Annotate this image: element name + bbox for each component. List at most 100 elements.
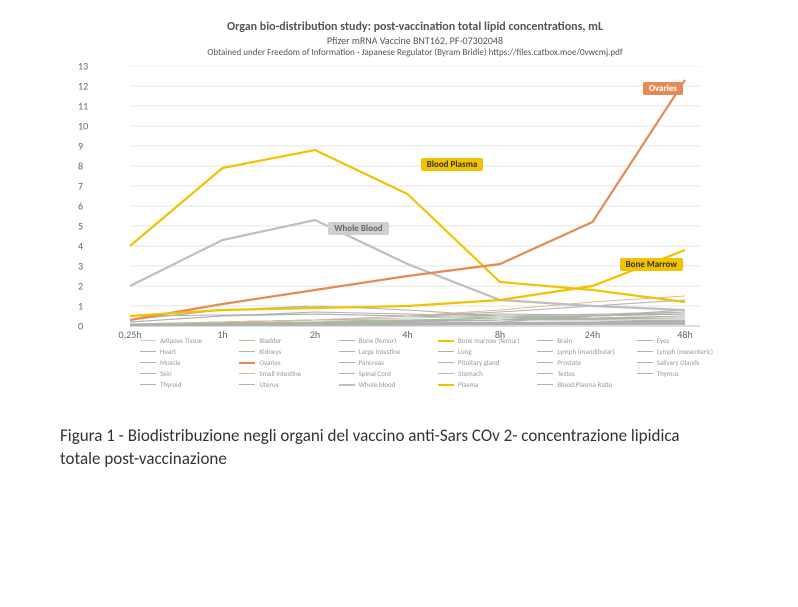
y-tick-label: 1 (78, 300, 83, 313)
x-tick-label: 48h (677, 328, 692, 341)
legend-item: Blood:Plasma Ratio (537, 380, 630, 389)
legend-swatch (140, 351, 156, 352)
legend-swatch (438, 373, 454, 374)
legend-item: Stomach (438, 369, 531, 378)
legend-swatch (239, 384, 255, 385)
legend-swatch (339, 384, 355, 386)
legend-label: Plasma (458, 380, 478, 389)
legend-item: Salivary Glands (637, 358, 730, 367)
legend-label: Lymph (mandibular) (557, 347, 614, 356)
legend-swatch (438, 340, 454, 342)
legend-item: Bone (femur) (339, 336, 432, 345)
y-tick-label: 12 (78, 80, 88, 93)
legend-label: Small Intestine (259, 369, 301, 378)
chart-title: Organ bio-distribution study: post-vacci… (100, 20, 730, 34)
y-tick-label: 0 (78, 320, 83, 333)
legend-label: Lymph (mesenteric) (657, 347, 713, 356)
legend-label: Prostate (557, 358, 581, 367)
legend: Adipose Tissue Bladder Bone (femur) Bone ma… (140, 336, 730, 389)
x-tick-label: 4h (402, 328, 412, 341)
y-tick-label: 2 (78, 280, 83, 293)
chart-source: Obtained under Freedom of Information - … (100, 47, 730, 58)
series-callout: Blood Plasma (421, 158, 484, 171)
legend-item: Skin (140, 369, 233, 378)
legend-label: Whole blood (359, 380, 396, 389)
legend-label: Lung (458, 347, 472, 356)
series-callout: Ovaries (643, 82, 683, 95)
series-callout: Bone Marrow (620, 258, 683, 271)
legend-swatch (637, 362, 653, 363)
legend-label: Heart (160, 347, 176, 356)
figure-caption: Figura 1 - Biodistribuzione negli organi… (60, 425, 700, 471)
legend-swatch (339, 373, 355, 374)
plot-area: 0123456789101112130.25h1h2h4h8h24h48hBlo… (100, 66, 710, 326)
chart-titles: Organ bio-distribution study: post-vacci… (100, 20, 730, 58)
legend-item: Lymph (mesenteric) (637, 347, 730, 356)
legend-label: Bone marrow (femur) (458, 336, 520, 345)
legend-swatch (438, 362, 454, 363)
y-tick-label: 11 (78, 100, 88, 113)
series-callout: Whole Blood (328, 222, 388, 235)
legend-item: Lung (438, 347, 531, 356)
legend-label: Muscle (160, 358, 180, 367)
legend-swatch (537, 384, 553, 385)
legend-swatch (537, 351, 553, 352)
legend-item: Lymph (mandibular) (537, 347, 630, 356)
legend-swatch (537, 373, 553, 374)
legend-label: Large Intestine (359, 347, 401, 356)
legend-swatch (637, 340, 653, 341)
legend-item: Ovaries (239, 358, 332, 367)
legend-item: Plasma (438, 380, 531, 389)
y-tick-label: 9 (78, 140, 83, 153)
legend-item: Muscle (140, 358, 233, 367)
legend-swatch (239, 340, 255, 341)
legend-item: Pituitary gland (438, 358, 531, 367)
legend-swatch (438, 351, 454, 352)
x-tick-label: 8h (495, 328, 505, 341)
legend-label: Pituitary gland (458, 358, 499, 367)
legend-swatch (537, 362, 553, 363)
legend-swatch (637, 373, 653, 374)
legend-item: Pancreas (339, 358, 432, 367)
legend-swatch (140, 362, 156, 363)
legend-swatch (140, 373, 156, 374)
x-tick-label: 24h (585, 328, 600, 341)
chart-svg (100, 66, 710, 328)
legend-item: Thyroid (140, 380, 233, 389)
legend-item: Prostate (537, 358, 630, 367)
y-tick-label: 6 (78, 200, 83, 213)
legend-swatch (140, 384, 156, 385)
legend-label: Brain (557, 336, 572, 345)
legend-item: Spinal Cord (339, 369, 432, 378)
legend-label: Bone (femur) (359, 336, 397, 345)
legend-item: Large Intestine (339, 347, 432, 356)
legend-item: Whole blood (339, 380, 432, 389)
legend-label: Salivary Glands (657, 358, 700, 367)
legend-swatch (537, 340, 553, 341)
chart-container: Organ bio-distribution study: post-vacci… (100, 20, 730, 389)
legend-item: Heart (140, 347, 233, 356)
legend-label: Spinal Cord (359, 369, 391, 378)
legend-label: Adipose Tissue (160, 336, 202, 345)
legend-label: Bladder (259, 336, 281, 345)
legend-label: Pancreas (359, 358, 384, 367)
legend-swatch (239, 362, 255, 364)
legend-swatch (339, 362, 355, 363)
y-tick-label: 8 (78, 160, 83, 173)
legend-label: Blood:Plasma Ratio (557, 380, 612, 389)
series-line (130, 80, 685, 320)
legend-label: Eyes (657, 336, 670, 345)
y-tick-label: 13 (78, 60, 88, 73)
chart-subtitle: Pfizer mRNA Vaccine BNT162, PF-07302048 (100, 34, 730, 47)
legend-swatch (140, 340, 156, 341)
legend-swatch (239, 351, 255, 352)
legend-item: Testes (537, 369, 630, 378)
legend-swatch (339, 340, 355, 341)
legend-label: Kidneys (259, 347, 281, 356)
legend-swatch (239, 373, 255, 374)
legend-swatch (339, 351, 355, 352)
legend-label: Ovaries (259, 358, 280, 367)
legend-label: Stomach (458, 369, 483, 378)
legend-item: Uterus (239, 380, 332, 389)
legend-label: Thymus (657, 369, 679, 378)
